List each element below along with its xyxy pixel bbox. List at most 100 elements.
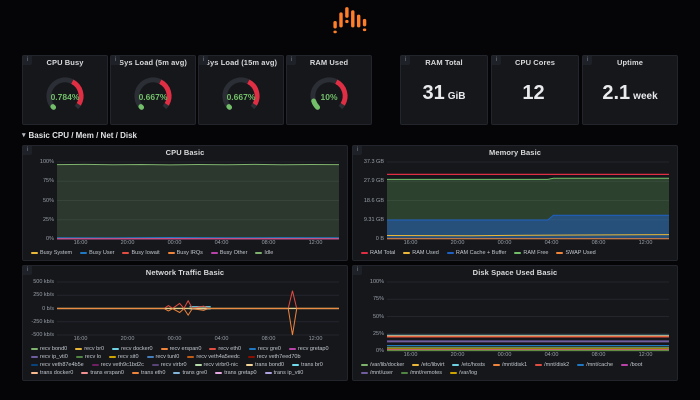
legend-item[interactable]: /var/log xyxy=(450,369,477,377)
legend-item[interactable]: recv lo xyxy=(75,353,101,361)
legend-item[interactable]: recv virbr0 xyxy=(151,361,187,369)
legend-item[interactable]: /mnt/disk1 xyxy=(493,361,527,369)
legend-item[interactable]: /mnt/cache xyxy=(577,361,613,369)
legend-swatch-icon xyxy=(122,252,130,254)
legend-item[interactable]: Idle xyxy=(255,249,273,257)
legend-item[interactable]: trans eth0 xyxy=(131,369,165,377)
legend-item[interactable]: RAM Used xyxy=(403,249,439,257)
stat-value: 12 xyxy=(522,82,545,104)
legend-item[interactable]: recv erspan0 xyxy=(160,345,201,353)
legend-item[interactable]: Busy Iowait xyxy=(122,249,160,257)
legend-item[interactable]: /var/lib/docker xyxy=(361,361,404,369)
panel-title[interactable]: CPU Busy xyxy=(46,58,84,67)
legend-item[interactable]: recv eth0 xyxy=(209,345,241,353)
legend-swatch-icon xyxy=(194,364,202,366)
legend-item[interactable]: Busy Other xyxy=(210,249,247,257)
legend-item[interactable]: recv sit0 xyxy=(109,353,139,361)
gauge-arc xyxy=(46,77,84,110)
legend-swatch-icon xyxy=(535,364,543,366)
panel-info-icon[interactable]: i xyxy=(492,56,501,65)
legend-item[interactable]: recv veth7eed70b xyxy=(247,353,301,361)
panel-info-icon[interactable]: i xyxy=(23,266,32,275)
legend-item[interactable]: trans docker0 xyxy=(31,369,73,377)
panel-title[interactable]: Network Traffic Basic xyxy=(145,268,225,277)
legend-item[interactable]: recv veth4a5eedc xyxy=(187,353,240,361)
legend-item[interactable]: RAM Free xyxy=(514,249,548,257)
y-axis-label: 27.9 GB xyxy=(363,178,384,185)
panel-info-icon[interactable]: i xyxy=(23,56,32,65)
legend-swatch-icon xyxy=(264,372,272,374)
stat-value-box: 12 xyxy=(492,83,578,124)
chart-canvas[interactable] xyxy=(57,162,339,239)
legend-item[interactable]: recv virbr0-nic xyxy=(194,361,238,369)
dashboard-row-header[interactable]: ▾ Basic CPU / Mem / Net / Disk xyxy=(22,129,137,141)
y-axis-label: 25% xyxy=(372,330,384,337)
legend-swatch-icon xyxy=(292,364,300,366)
chart-canvas[interactable] xyxy=(57,282,339,335)
panel-title[interactable]: Sys Load (5m avg) xyxy=(119,58,187,67)
legend-item[interactable]: trans ip_vti0 xyxy=(264,369,303,377)
legend-item[interactable]: recv veth9c1bd2c xyxy=(91,361,144,369)
legend-item[interactable]: recv gretap0 xyxy=(288,345,329,353)
legend-item[interactable]: trans erspan0 xyxy=(81,369,124,377)
legend-item[interactable]: recv bond0 xyxy=(31,345,67,353)
chart-plot-area[interactable]: 100% 75% 50% 25% 0% xyxy=(370,279,669,354)
legend-swatch-icon xyxy=(31,348,38,350)
chart-canvas[interactable] xyxy=(387,282,669,351)
panel-title[interactable]: CPU Basic xyxy=(165,148,205,157)
legend-item[interactable]: trans gretap0 xyxy=(215,369,257,377)
panel-info-icon[interactable]: i xyxy=(23,146,32,155)
legend-item[interactable]: recv br0 xyxy=(75,345,104,353)
x-axis: 16:00 20:00 00:00 04:00 08:00 12:00 xyxy=(57,335,339,344)
panel-info-icon[interactable]: i xyxy=(353,146,362,155)
legend-item[interactable]: /boot xyxy=(621,361,642,369)
legend-item[interactable]: SWAP Used xyxy=(556,249,596,257)
x-axis-label: 08:00 xyxy=(261,336,276,342)
panel-info-icon[interactable]: i xyxy=(353,266,362,275)
legend-item[interactable]: recv gre0 xyxy=(249,345,281,353)
stat-value-box: 31 GiB xyxy=(401,83,487,124)
legend-swatch-icon xyxy=(151,364,159,366)
panel-title[interactable]: Sys Load (15m avg) xyxy=(204,58,278,67)
legend-swatch-icon xyxy=(160,348,168,350)
panel-info-icon[interactable]: i xyxy=(401,56,410,65)
panel-title[interactable]: Disk Space Used Basic xyxy=(472,268,558,277)
panel-info-icon[interactable]: i xyxy=(287,56,296,65)
legend-item[interactable]: /mnt/remotes xyxy=(400,369,442,377)
legend-item[interactable]: RAM Total xyxy=(361,249,395,257)
legend-item[interactable]: /mnt/user xyxy=(361,369,393,377)
legend-item[interactable]: RAM Cache + Buffer xyxy=(446,249,506,257)
chart-plot-area[interactable]: 100% 75% 50% 25% 0% xyxy=(40,159,339,242)
y-axis-label: 0% xyxy=(46,236,54,242)
panel-title[interactable]: Uptime xyxy=(616,58,644,67)
legend-item[interactable]: /etc/hosts xyxy=(452,361,485,369)
x-axis-label: 12:00 xyxy=(308,240,323,246)
panel-title[interactable]: Memory Basic xyxy=(488,148,542,157)
chart-plot-area[interactable]: 37.3 GB 27.9 GB 18.6 GB 9.31 GB 0 B xyxy=(364,159,669,242)
legend-item[interactable]: trans gre0 xyxy=(173,369,207,377)
chart-plot-area[interactable]: 500 kb/s 250 kb/s 0 b/s -250 kb/s -500 kb/s xyxy=(31,279,339,338)
panel-info-icon[interactable]: i xyxy=(199,56,208,65)
y-axis-label: 100% xyxy=(39,159,54,165)
legend-item[interactable]: recv docker0 xyxy=(112,345,153,353)
legend-item[interactable]: recv tunl0 xyxy=(146,353,179,361)
legend-item[interactable]: Busy User xyxy=(80,249,114,257)
panel-title[interactable]: RAM Used xyxy=(309,58,349,67)
legend-swatch-icon xyxy=(187,356,195,358)
legend-item[interactable]: /etc/libvirt xyxy=(412,361,444,369)
x-axis-label: 08:00 xyxy=(261,240,276,246)
panel-title[interactable]: CPU Cores xyxy=(514,58,556,67)
legend-swatch-icon xyxy=(210,252,218,254)
legend-item[interactable]: recv veth87e4b5e xyxy=(31,361,84,369)
legend-item[interactable]: Busy IRQs xyxy=(167,249,203,257)
panel-info-icon[interactable]: i xyxy=(111,56,120,65)
legend-item[interactable]: trans bond0 xyxy=(246,361,284,369)
legend-item[interactable]: recv ip_vti0 xyxy=(31,353,68,361)
legend-item[interactable]: trans br0 xyxy=(292,361,323,369)
chart-canvas[interactable] xyxy=(387,162,669,239)
legend-item[interactable]: /mnt/disk2 xyxy=(535,361,569,369)
panel-title[interactable]: RAM Total xyxy=(425,58,463,67)
legend-item[interactable]: Busy System xyxy=(31,249,72,257)
panel-info-icon[interactable]: i xyxy=(583,56,592,65)
legend-swatch-icon xyxy=(361,364,368,366)
